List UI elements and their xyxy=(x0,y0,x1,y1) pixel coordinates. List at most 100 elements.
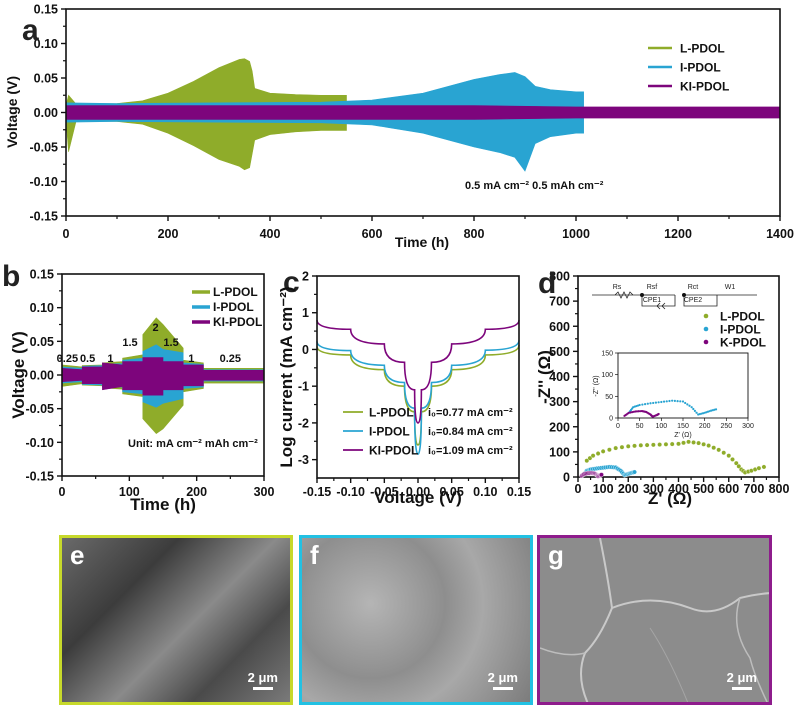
inset-y-tick-label: 0 xyxy=(609,416,613,423)
annotation-units: Unit: mA cm⁻² mAh cm⁻² xyxy=(128,438,258,450)
exchange-current-label: i₀=1.09 mA cm⁻² xyxy=(428,445,513,457)
y-tick-label: 0.00 xyxy=(34,106,58,120)
inset-x-axis-title: Z' (Ω) xyxy=(674,432,691,439)
x-tick-label: 1200 xyxy=(664,227,692,241)
equivalent-circuit: Rs Rsf CPE1 Rct CPE2 W1 xyxy=(592,284,757,310)
x-tick-label: 300 xyxy=(254,485,275,499)
data-point-l-pdol xyxy=(663,441,669,447)
inset-x-tick-label: 150 xyxy=(677,423,689,430)
y-tick-label: -0.15 xyxy=(26,470,55,484)
data-point-l-pdol xyxy=(756,465,762,471)
y-tick-label: 0.15 xyxy=(30,268,54,282)
data-point-l-pdol xyxy=(607,447,612,453)
x-tick-label: 0 xyxy=(575,482,582,496)
inset-data-point-i-pdol xyxy=(681,400,685,403)
data-point-k-pdol xyxy=(599,472,604,478)
data-point-l-pdol xyxy=(716,447,722,453)
inset-data-point-i-pdol xyxy=(688,404,691,407)
inset-x-tick-label: 50 xyxy=(636,423,644,430)
x-axis-title: Time (h) xyxy=(395,234,449,250)
x-tick-label: 1000 xyxy=(562,227,590,241)
x-tick-label: 200 xyxy=(618,482,639,496)
data-point-l-pdol xyxy=(706,443,712,448)
data-point-l-pdol xyxy=(711,445,717,451)
panel-letter-b: b xyxy=(2,260,20,293)
data-point-l-pdol xyxy=(590,453,596,459)
y-tick-label: 0 xyxy=(563,471,570,485)
inset-y-tick-label: 100 xyxy=(601,372,613,379)
y-tick-label: -2 xyxy=(298,416,309,430)
circuit-label: CPE1 xyxy=(643,297,661,304)
data-point-l-pdol xyxy=(584,458,590,464)
y-tick-label: 0.15 xyxy=(34,3,58,17)
node xyxy=(640,293,644,297)
panel-label-g: g xyxy=(548,540,564,570)
exchange-current-label: i₀=0.84 mA cm⁻² xyxy=(428,426,513,438)
inset-data-point-i-pdol xyxy=(641,403,644,406)
inset-data-point-i-pdol xyxy=(676,400,679,403)
y-tick-label: 0.10 xyxy=(30,301,54,315)
scale-text: 2 μm xyxy=(726,670,757,685)
inset-data-point-i-pdol xyxy=(643,403,647,406)
y-tick-label: 1 xyxy=(302,306,309,320)
data-point-l-pdol xyxy=(595,451,601,456)
y-tick-label: 500 xyxy=(549,345,570,359)
y-tick-label: -3 xyxy=(298,453,309,467)
scale-bar-f: 2 μm xyxy=(488,670,518,690)
scale-text: 2 μm xyxy=(487,670,518,685)
inset-data-point-i-pdol xyxy=(638,403,641,407)
series-l-pdol-line xyxy=(316,344,520,446)
rate-label: 0.5 xyxy=(80,353,95,365)
inset-y-axis-title: -Z'' (Ω) xyxy=(593,375,600,396)
inset-data-point-i-pdol xyxy=(660,400,663,404)
series-ki-pdol-line xyxy=(316,319,520,424)
data-point-l-pdol xyxy=(696,440,701,446)
data-point-l-pdol xyxy=(701,441,707,447)
x-tick-label: 800 xyxy=(769,482,790,496)
x-tick-label: 700 xyxy=(743,482,764,496)
y-tick-label: 100 xyxy=(549,445,570,459)
x-tick-label: 200 xyxy=(158,227,179,241)
figure-charts: 0 200 400 600 800 1000 1200 14000.150.100.050.0… xyxy=(2,3,794,515)
inset-data-point-k-pdol xyxy=(634,410,637,413)
x-tick-label: 600 xyxy=(362,227,383,241)
y-axis-title: Log current (mA cm⁻²) xyxy=(277,286,296,467)
rate-label: 1.5 xyxy=(163,337,178,349)
circuit-label: Rct xyxy=(688,284,699,291)
data-point-l-pdol xyxy=(730,457,735,462)
inset-data-point-i-pdol xyxy=(668,399,671,403)
rate-label: 0.25 xyxy=(220,353,241,365)
legend-label: L-PDOL xyxy=(369,406,414,420)
inset-data-point-i-pdol xyxy=(654,401,658,404)
y-tick-label: 0.05 xyxy=(34,72,58,86)
y-tick-label: 0 xyxy=(302,343,309,357)
sem-image-g: g 2 μm xyxy=(537,535,772,705)
scale-bar-g: 2 μm xyxy=(727,670,757,690)
data-point-l-pdol xyxy=(681,440,686,446)
legend-label: KI-PDOL xyxy=(680,80,729,94)
rate-label: 1 xyxy=(188,353,194,365)
legend-label: L-PDOL xyxy=(680,42,725,56)
inset-data-point-i-pdol xyxy=(693,409,697,412)
scale-text: 2 μm xyxy=(247,670,278,685)
legend-marker-l-pdol xyxy=(703,313,709,319)
y-tick-label: 400 xyxy=(549,370,570,384)
legend-label: L-PDOL xyxy=(720,310,765,324)
inset-x-tick-label: 250 xyxy=(720,423,732,430)
inset-data-point-i-pdol xyxy=(646,402,649,405)
y-tick-label: -0.10 xyxy=(30,175,59,189)
legend-label: I-PDOL xyxy=(213,300,254,314)
node xyxy=(682,293,686,297)
x-tick-label: 0.05 xyxy=(439,485,463,499)
inset-data-point-i-pdol xyxy=(673,399,676,402)
data-point-l-pdol xyxy=(676,441,681,447)
data-point-l-pdol xyxy=(733,460,739,466)
x-tick-label: 200 xyxy=(186,485,207,499)
data-point-l-pdol xyxy=(613,445,619,451)
data-point-l-pdol xyxy=(644,442,650,448)
legend-marker-i-pdol xyxy=(703,326,709,332)
inset-data-point-k-pdol xyxy=(639,410,642,413)
data-point-l-pdol xyxy=(587,455,593,461)
y-tick-label: -1 xyxy=(298,380,309,394)
legend-marker-k-pdol xyxy=(703,339,709,345)
